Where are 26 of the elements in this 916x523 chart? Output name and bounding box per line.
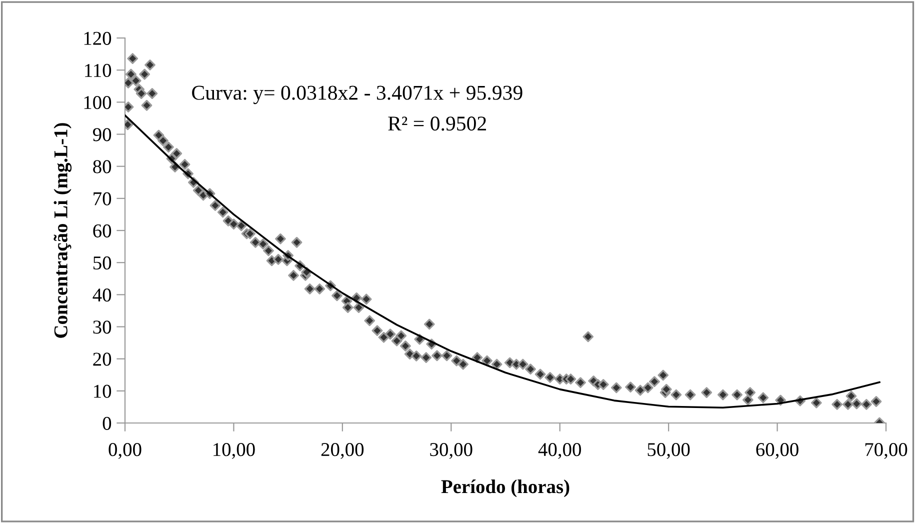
y-tick-label: 70 bbox=[94, 192, 112, 206]
x-tick-label: 0,00 bbox=[108, 443, 142, 459]
annotation: Curva: y= 0.0318x2 - 3.4071x + 95.939 bbox=[192, 86, 522, 104]
y-tick-label: 110 bbox=[85, 64, 112, 78]
y-tick-label: 10 bbox=[94, 384, 112, 398]
x-tick-label: 10,00 bbox=[214, 443, 255, 459]
y-tick-label: 120 bbox=[84, 32, 112, 45]
y-tick-label: 60 bbox=[93, 224, 112, 238]
y-tick-label: 0 bbox=[102, 416, 112, 430]
x-tick-label: 40,00 bbox=[538, 443, 581, 459]
x-tick-label: 60,00 bbox=[756, 443, 798, 459]
y-tick-label: 50 bbox=[93, 256, 112, 270]
y-tick-label: 30 bbox=[93, 320, 112, 334]
x-tick-label: 20,00 bbox=[321, 443, 364, 459]
y-tick-label: 90 bbox=[92, 128, 112, 142]
annotation: R² = 0.9502 bbox=[388, 116, 486, 131]
x-axis-title: Período (horas) bbox=[441, 480, 570, 498]
x-tick-label: 50,00 bbox=[648, 443, 690, 459]
y-axis-title: Concentração Li (mg.L-1) bbox=[54, 123, 72, 338]
y-tick-label: 80 bbox=[93, 160, 112, 174]
y-tick-label: 20 bbox=[93, 352, 112, 366]
y-tick-label: 100 bbox=[84, 96, 112, 110]
line-series bbox=[125, 114, 880, 409]
x-tick-label: 30,00 bbox=[430, 443, 472, 459]
y-tick-label: 40 bbox=[92, 288, 112, 302]
x-tick-label: 70,00 bbox=[865, 443, 908, 459]
